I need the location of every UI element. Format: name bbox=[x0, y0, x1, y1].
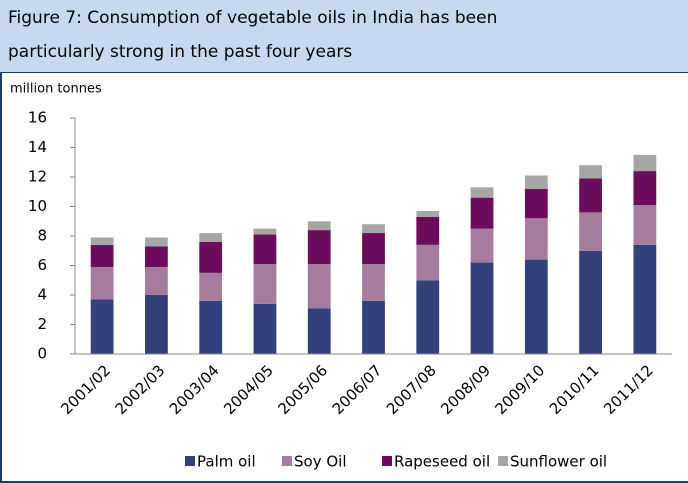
bar-segment bbox=[470, 197, 494, 229]
title-line: Figure 7: Consumption of vegetable oils … bbox=[8, 8, 498, 28]
bar-segment bbox=[633, 171, 657, 206]
x-tick-label: 2007/08 bbox=[383, 361, 440, 418]
legend-swatch bbox=[282, 456, 292, 466]
bar-segment bbox=[470, 262, 494, 354]
x-tick-label: 2006/07 bbox=[329, 361, 386, 418]
bar-segment bbox=[524, 259, 548, 354]
bar-segment bbox=[145, 246, 168, 267]
bar-segment bbox=[579, 165, 602, 179]
bar-segment bbox=[362, 300, 385, 354]
y-tick-label: 4 bbox=[37, 286, 47, 304]
legend-swatch bbox=[185, 456, 195, 466]
bar-segment bbox=[579, 212, 602, 251]
bar-segment bbox=[307, 308, 331, 354]
bar-segment bbox=[362, 264, 385, 301]
x-tick-label: 2009/10 bbox=[492, 361, 549, 418]
title-line: particularly strong in the past four yea… bbox=[8, 42, 353, 62]
bar-segment bbox=[524, 175, 548, 189]
bar-segment bbox=[253, 228, 277, 235]
x-tick-label: 2001/02 bbox=[57, 361, 114, 418]
bar-segment bbox=[362, 224, 385, 234]
bar-segment bbox=[362, 233, 385, 265]
legend-label: Palm oil bbox=[197, 453, 256, 471]
y-tick-label: 10 bbox=[28, 197, 47, 215]
bar-segment bbox=[90, 299, 114, 354]
bar-segment bbox=[307, 221, 331, 231]
y-tick-label: 0 bbox=[37, 345, 47, 363]
legend-swatch bbox=[382, 456, 392, 466]
legend-swatch bbox=[498, 456, 508, 466]
x-tick-label: 2004/05 bbox=[220, 361, 277, 418]
x-tick-label: 2011/12 bbox=[600, 361, 657, 418]
bar-segment bbox=[90, 244, 114, 267]
x-tick-label: 2003/04 bbox=[166, 361, 223, 418]
bar-segment bbox=[524, 218, 548, 260]
y-axis-label: million tonnes bbox=[10, 82, 102, 97]
bar-segment bbox=[90, 266, 114, 300]
y-tick-label: 14 bbox=[28, 138, 47, 156]
y-tick-label: 16 bbox=[28, 109, 47, 127]
bar-segment bbox=[470, 228, 494, 263]
y-tick-label: 8 bbox=[37, 227, 47, 245]
y-tick-label: 12 bbox=[28, 168, 47, 186]
bar-segment bbox=[579, 178, 602, 213]
bar-segment bbox=[90, 237, 114, 245]
header: Figure 7: Consumption of vegetable oils … bbox=[0, 0, 688, 73]
bar-segment bbox=[199, 233, 223, 242]
bar-segment bbox=[579, 250, 602, 354]
legend-label: Soy Oil bbox=[294, 453, 347, 471]
bar-segment bbox=[416, 210, 440, 217]
bar-segment bbox=[416, 216, 440, 245]
bar-segment bbox=[253, 234, 277, 265]
x-tick-label: 2010/11 bbox=[546, 361, 603, 418]
x-tick-label: 2002/03 bbox=[112, 361, 169, 418]
bar-segment bbox=[307, 230, 331, 265]
bar-segment bbox=[199, 272, 223, 301]
bar-segment bbox=[145, 295, 168, 354]
bar-segment bbox=[633, 244, 657, 354]
legend-label: Sunflower oil bbox=[510, 453, 607, 471]
bar-segment bbox=[253, 264, 277, 304]
bar-segment bbox=[145, 237, 168, 247]
bar-segment bbox=[470, 187, 494, 198]
bar-segment bbox=[633, 154, 657, 172]
bar-segment bbox=[307, 264, 331, 309]
bar-segment bbox=[199, 241, 223, 273]
bar-segment bbox=[416, 244, 440, 281]
bar-segment bbox=[253, 303, 277, 354]
bar-segment bbox=[199, 300, 223, 354]
y-tick-label: 2 bbox=[37, 315, 47, 333]
bar-segment bbox=[524, 188, 548, 219]
x-tick-label: 2005/06 bbox=[274, 361, 331, 418]
bar-segment bbox=[633, 205, 657, 245]
y-tick-label: 6 bbox=[37, 256, 47, 274]
bar-segment bbox=[145, 266, 168, 295]
x-tick-label: 2008/09 bbox=[437, 361, 494, 418]
bar-segment bbox=[416, 280, 440, 354]
legend-label: Rapeseed oil bbox=[394, 453, 490, 471]
